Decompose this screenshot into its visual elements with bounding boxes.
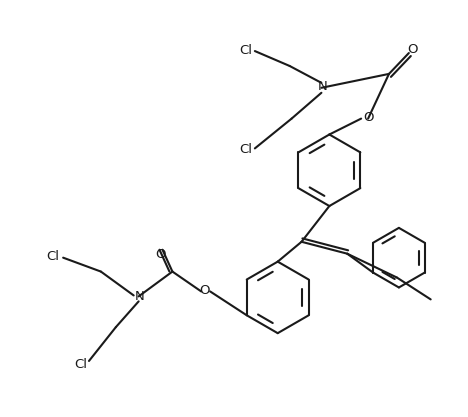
Text: Cl: Cl (47, 250, 60, 263)
Text: N: N (317, 80, 327, 93)
Text: Cl: Cl (74, 359, 88, 372)
Text: Cl: Cl (240, 43, 252, 57)
Text: N: N (135, 290, 145, 303)
Text: O: O (408, 43, 418, 55)
Text: Cl: Cl (240, 143, 252, 156)
Text: O: O (155, 248, 166, 261)
Text: O: O (199, 284, 210, 297)
Text: O: O (363, 111, 373, 124)
